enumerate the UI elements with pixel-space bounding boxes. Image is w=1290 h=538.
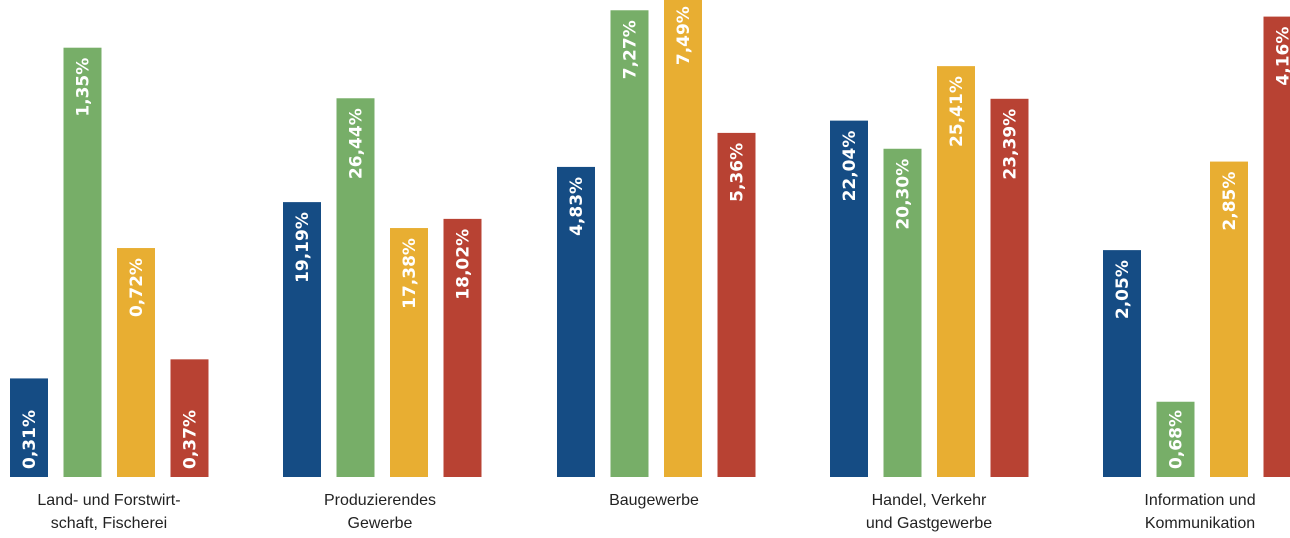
bar xyxy=(1210,161,1248,477)
bar-group: 19,19% 26,44% 17,38% 18,02% xyxy=(283,98,482,477)
bar-value-label: 7,27% xyxy=(621,20,641,79)
bar xyxy=(610,10,649,477)
bar-group: 0,31% 1,35% 0,72% 0,37% xyxy=(10,47,209,477)
bar-value-label: 22,04% xyxy=(840,131,860,202)
bar-value-label: 0,37% xyxy=(181,410,201,469)
bar xyxy=(830,120,868,478)
bar xyxy=(390,228,428,477)
bar xyxy=(717,132,756,477)
bar-value-label: 2,85% xyxy=(1220,172,1240,231)
category-label: und Gastgewerbe xyxy=(866,515,992,532)
bar xyxy=(443,218,482,477)
category-label: Information und xyxy=(1144,492,1255,509)
bar xyxy=(664,0,702,478)
bar xyxy=(557,166,595,477)
category-label: schaft, Fischerei xyxy=(51,515,167,532)
bar-value-label: 23,39% xyxy=(1001,109,1021,180)
category-label: Kommunikation xyxy=(1145,515,1255,532)
bar-value-label: 7,49% xyxy=(674,6,694,65)
bar-group: 4,83% 7,27% 7,49% 5,36% xyxy=(557,0,756,478)
bar-group: 2,05% 0,68% 2,85% 4,16% xyxy=(1103,16,1290,478)
bar xyxy=(990,98,1029,477)
bar xyxy=(937,66,975,478)
bar-value-label: 25,41% xyxy=(947,76,967,147)
bar xyxy=(1263,16,1290,478)
bar-value-label: 0,68% xyxy=(1167,410,1187,469)
bar xyxy=(117,248,155,477)
bar xyxy=(283,202,321,477)
bar-value-label: 0,31% xyxy=(20,410,40,469)
bar-value-label: 1,35% xyxy=(74,58,94,117)
bar-value-label: 5,36% xyxy=(728,143,748,202)
bar xyxy=(170,359,209,477)
bar xyxy=(1156,401,1195,477)
bar-value-label: 4,16% xyxy=(1274,27,1290,86)
bar-value-label: 2,05% xyxy=(1113,260,1133,319)
bar xyxy=(10,378,48,477)
bar-value-label: 18,02% xyxy=(454,229,474,300)
bar xyxy=(1103,250,1141,477)
category-label: Produzierendes xyxy=(324,492,436,509)
bar-value-label: 4,83% xyxy=(567,177,587,236)
bar xyxy=(336,98,375,477)
bar-value-label: 20,30% xyxy=(894,159,914,230)
bar-value-label: 26,44% xyxy=(347,108,367,179)
category-label: Gewerbe xyxy=(348,515,413,532)
bar xyxy=(883,148,922,477)
bar-value-label: 19,19% xyxy=(293,212,313,283)
category-label: Handel, Verkehr xyxy=(872,492,987,509)
bar-value-label: 17,38% xyxy=(400,238,420,309)
category-label: Land- und Forstwirt- xyxy=(37,492,180,509)
bar xyxy=(63,47,102,477)
bar-group: 22,04% 20,30% 25,41% 23,39% xyxy=(830,66,1029,478)
category-label: Baugewerbe xyxy=(609,492,699,509)
bar-value-label: 0,72% xyxy=(127,258,147,317)
